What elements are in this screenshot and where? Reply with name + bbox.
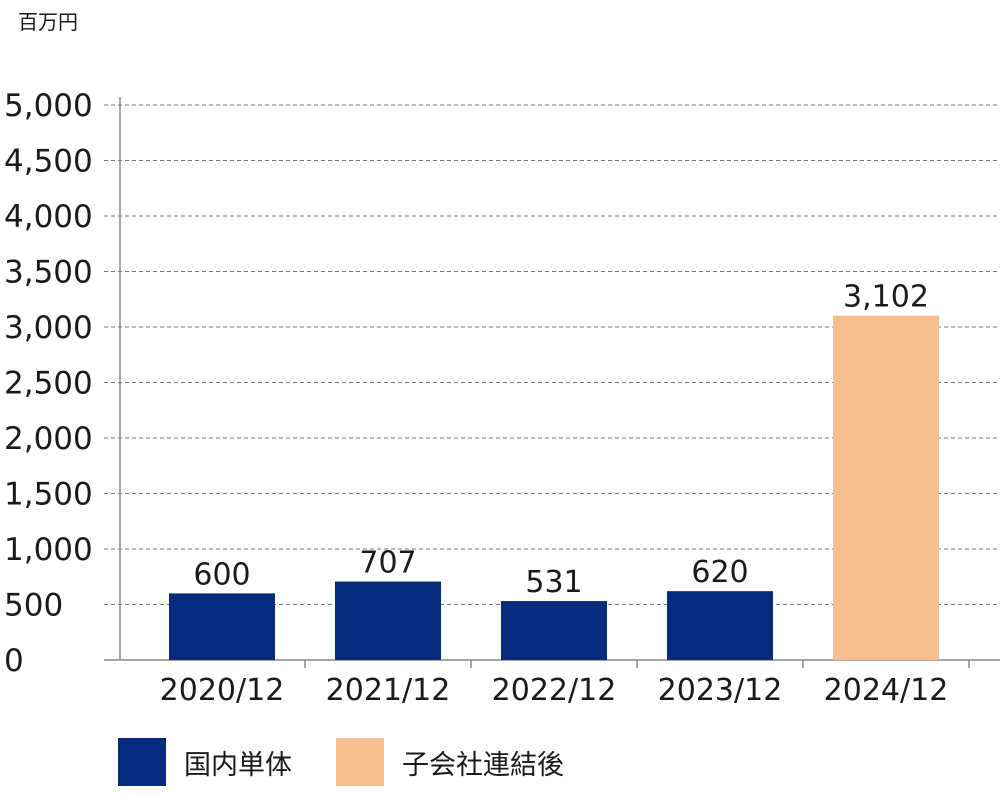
y-tick-label: 5,000 xyxy=(4,88,93,124)
bar xyxy=(501,601,607,660)
legend-item-domestic: 国内単体 xyxy=(118,738,292,786)
legend-label-consolidated: 子会社連結後 xyxy=(402,749,564,781)
y-tick-label: 1,500 xyxy=(4,477,93,513)
legend-label-domestic: 国内単体 xyxy=(184,749,292,781)
y-tick-label: 500 xyxy=(4,588,63,624)
legend-swatch-domestic xyxy=(118,738,166,786)
chart-legend: 国内単体 子会社連結後 xyxy=(0,738,1000,794)
bar xyxy=(833,315,939,660)
y-tick-label: 1,000 xyxy=(4,532,93,568)
y-tick-label: 4,000 xyxy=(4,199,93,235)
y-tick-label: 3,500 xyxy=(4,255,93,291)
y-tick-label: 2,500 xyxy=(4,366,93,402)
bar-chart: 0 500 1,000 1,500 2,000 2,500 3,000 3,500 4,000 4… xyxy=(4,88,1000,708)
x-tick-label: 2020/12 xyxy=(160,673,285,708)
data-label: 707 xyxy=(359,546,416,581)
data-label: 531 xyxy=(525,565,582,600)
legend-swatch-consolidated xyxy=(336,738,384,786)
x-tick-label: 2022/12 xyxy=(492,673,617,708)
y-tick-label: 2,000 xyxy=(4,421,93,457)
y-tick-label: 3,000 xyxy=(4,310,93,346)
bar xyxy=(667,591,773,660)
legend-item-consolidated: 子会社連結後 xyxy=(336,738,564,786)
data-label: 600 xyxy=(193,557,250,592)
bar xyxy=(335,581,441,660)
x-tick-label: 2023/12 xyxy=(658,673,783,708)
x-tick-label: 2024/12 xyxy=(824,673,949,708)
y-tick-label: 0 xyxy=(4,643,24,679)
y-tick-label: 4,500 xyxy=(4,144,93,180)
bar xyxy=(169,593,275,660)
x-tick-label: 2021/12 xyxy=(326,673,451,708)
y-axis-unit-label: 百万円 xyxy=(18,10,78,34)
data-label: 620 xyxy=(691,555,748,590)
data-label: 3,102 xyxy=(843,280,929,315)
